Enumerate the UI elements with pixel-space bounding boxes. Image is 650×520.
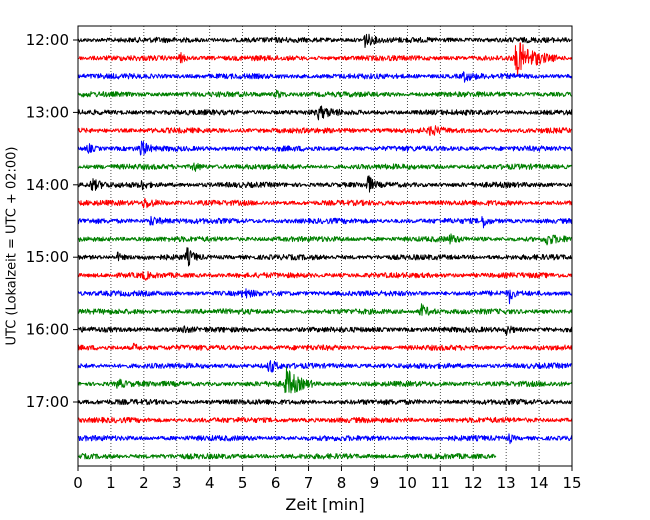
y-axis-label: UTC (Lokalzeit = UTC + 02:00)	[5, 147, 20, 346]
x-grid	[110, 26, 540, 466]
x-tick-label: 2	[139, 474, 149, 492]
x-tick-label: 0	[73, 474, 83, 492]
x-tick-label: 9	[370, 474, 380, 492]
y-tick-label: 12:00	[26, 31, 69, 49]
x-tick-label: 6	[271, 474, 281, 492]
x-axis-label: Zeit [min]	[285, 495, 364, 514]
x-tick-label: 13	[497, 474, 516, 492]
trace-line	[77, 42, 573, 77]
trace-line	[77, 366, 573, 394]
y-tick-label: 14:00	[26, 176, 69, 194]
trace-line	[77, 416, 573, 424]
trace-line	[77, 303, 573, 316]
trace-line	[77, 342, 573, 351]
trace-line	[77, 453, 497, 460]
trace-line	[77, 247, 573, 267]
x-tick-label: 14	[530, 474, 549, 492]
trace-line	[77, 433, 573, 445]
trace-line	[77, 125, 573, 137]
y-tick-label: 13:00	[26, 103, 69, 121]
x-tick-label: 12	[464, 474, 483, 492]
trace-line	[77, 105, 573, 121]
trace-line	[77, 270, 573, 281]
trace-line	[77, 197, 573, 209]
trace-line	[77, 89, 573, 99]
x-axis-ticks: 0 1 2 3 4 5 6 7 8 9 10 11 12 13 14 15	[73, 466, 582, 492]
trace-group	[77, 33, 573, 460]
trace-line	[77, 288, 573, 305]
trace-line	[77, 233, 573, 246]
trace-line	[77, 215, 573, 229]
x-tick-label: 3	[172, 474, 182, 492]
trace-line	[77, 360, 573, 373]
y-tick-label: 15:00	[26, 248, 69, 266]
x-tick-label: 1	[106, 474, 116, 492]
trace-line	[77, 162, 573, 172]
y-tick-label: 17:00	[26, 393, 69, 411]
trace-line	[77, 140, 573, 156]
plot-frame	[77, 25, 573, 467]
x-tick-label: 5	[238, 474, 248, 492]
trace-line	[77, 175, 573, 193]
y-tick-label: 16:00	[26, 321, 69, 339]
x-tick-label: 4	[205, 474, 215, 492]
trace-line	[77, 33, 573, 48]
y-axis-ticks: 12:00 13:00 14:00 15:00 16:00 17:00	[26, 31, 78, 411]
x-tick-label: 7	[304, 474, 314, 492]
x-tick-label: 11	[431, 474, 450, 492]
trace-line	[77, 71, 573, 83]
x-tick-label: 10	[398, 474, 417, 492]
trace-line	[77, 325, 573, 336]
trace-line	[77, 398, 573, 406]
x-tick-label: 8	[337, 474, 347, 492]
x-tick-label: 15	[562, 474, 581, 492]
